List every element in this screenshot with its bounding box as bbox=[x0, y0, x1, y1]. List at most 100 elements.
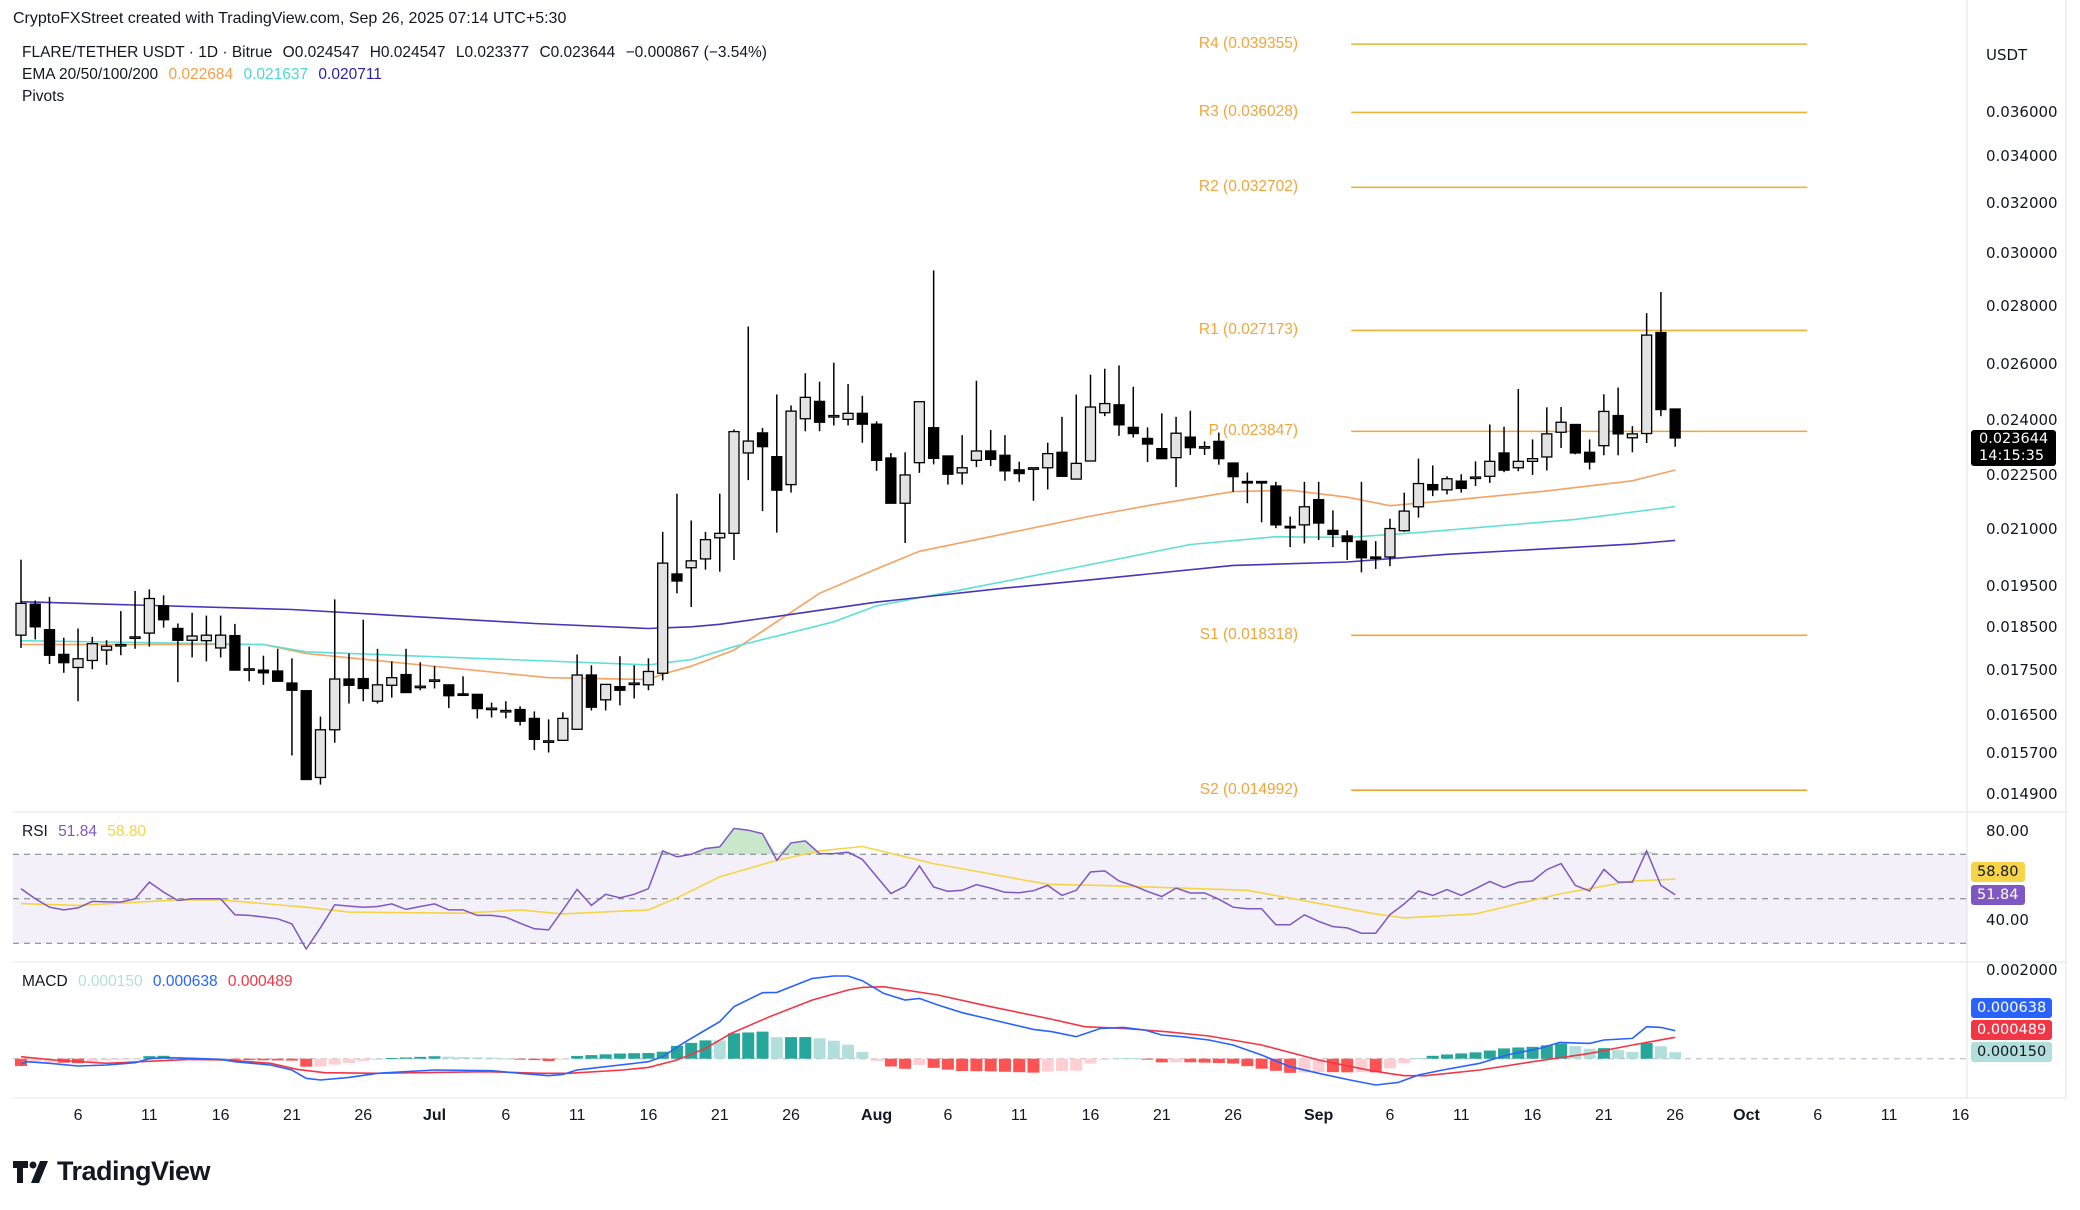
time-tick: Sep bbox=[1303, 1107, 1334, 1124]
candle-body bbox=[1455, 480, 1467, 490]
macd-histogram-bar bbox=[1455, 1053, 1468, 1059]
macd-histogram-bar bbox=[785, 1037, 798, 1059]
candle bbox=[29, 600, 41, 640]
candle bbox=[100, 640, 113, 665]
macd-histogram-bar bbox=[1284, 1058, 1297, 1073]
candle bbox=[1441, 476, 1453, 495]
macd-histogram-bar bbox=[514, 1058, 527, 1060]
candle-body bbox=[1384, 527, 1396, 558]
macd-histogram-bar bbox=[1141, 1058, 1154, 1060]
candle-body bbox=[229, 634, 241, 671]
ema-legend[interactable]: EMA 20/50/100/200 0.022684 0.021637 0.02… bbox=[22, 66, 388, 84]
candle-body bbox=[329, 678, 341, 731]
candle bbox=[129, 590, 141, 649]
candle-body bbox=[1241, 480, 1254, 484]
candle bbox=[1541, 407, 1553, 471]
candle bbox=[699, 531, 712, 570]
macd-histogram-bar bbox=[799, 1037, 812, 1059]
macd-histogram-bar bbox=[842, 1044, 855, 1059]
macd-histogram-bar bbox=[414, 1056, 427, 1059]
candle bbox=[913, 401, 926, 473]
candle bbox=[785, 405, 797, 493]
candle bbox=[1056, 416, 1068, 477]
macd-histogram-bar bbox=[300, 1058, 313, 1067]
pivot-label: P (0.023847) bbox=[1208, 422, 1298, 440]
price-tick: 0.030000 bbox=[1986, 243, 2058, 262]
candle-body bbox=[785, 410, 797, 486]
candle bbox=[942, 455, 954, 485]
macd-histogram-bar bbox=[856, 1052, 869, 1059]
tradingview-logo[interactable]: TradingView bbox=[13, 1156, 211, 1187]
candle bbox=[685, 520, 697, 608]
candle-body bbox=[899, 474, 911, 504]
candle bbox=[1498, 426, 1510, 473]
candle-body bbox=[1042, 452, 1054, 469]
candle bbox=[443, 684, 455, 709]
price-tick: 0.026000 bbox=[1986, 354, 2058, 373]
candle bbox=[1384, 518, 1396, 567]
macd-label: MACD bbox=[22, 973, 68, 990]
macd-histogram-bar bbox=[1184, 1058, 1197, 1063]
candle-body bbox=[1127, 426, 1139, 435]
candle bbox=[86, 636, 98, 670]
candle-body bbox=[628, 682, 640, 686]
macd-histogram-bar bbox=[1098, 1058, 1111, 1060]
last-price-badge: 0.023644 14:15:35 bbox=[1971, 430, 2057, 466]
symbol-name[interactable]: FLARE/TETHER USDT · 1D · Bitrue bbox=[22, 44, 273, 61]
macd-histogram-bar bbox=[1483, 1050, 1496, 1059]
candle-body bbox=[1313, 499, 1325, 524]
ema50-value: 0.021637 bbox=[243, 66, 309, 83]
currency-label[interactable]: USDT bbox=[1986, 46, 2028, 64]
time-tick: 26 bbox=[354, 1107, 373, 1124]
pivot-label: S2 (0.014992) bbox=[1199, 781, 1298, 799]
ema50-line bbox=[20, 505, 1676, 666]
time-tick: 26 bbox=[1224, 1107, 1242, 1124]
candle bbox=[1398, 492, 1410, 532]
rsi-legend[interactable]: RSI 51.84 58.80 bbox=[22, 823, 152, 841]
pivots-legend[interactable]: Pivots bbox=[22, 88, 65, 105]
macd-histogram-bar bbox=[129, 1058, 142, 1060]
rsi-tick-40: 40.00 bbox=[1986, 911, 2029, 929]
time-tick: 6 bbox=[1813, 1107, 1823, 1124]
candle-body bbox=[728, 430, 740, 534]
price-tick: 0.028000 bbox=[1986, 297, 2058, 316]
candle bbox=[72, 628, 84, 702]
candle-body bbox=[828, 414, 840, 418]
time-tick: 21 bbox=[1152, 1107, 1171, 1124]
macd-histogram-bar bbox=[728, 1033, 740, 1059]
macd-histogram-bar bbox=[756, 1031, 769, 1059]
candle-body bbox=[970, 450, 983, 461]
candle-body bbox=[1626, 433, 1639, 439]
macd-histogram-bar bbox=[1127, 1058, 1140, 1060]
ohlc-low: L0.023377 bbox=[455, 44, 530, 61]
candle bbox=[1427, 465, 1439, 497]
time-tick: 21 bbox=[710, 1107, 729, 1124]
candle-body bbox=[1569, 423, 1581, 454]
candle-body bbox=[143, 597, 155, 634]
candle-body bbox=[400, 673, 412, 694]
macd-histogram-bar bbox=[742, 1032, 755, 1059]
time-tick: 16 bbox=[1523, 1107, 1542, 1124]
candle-body bbox=[614, 685, 626, 691]
macd-histogram-bar bbox=[870, 1058, 883, 1061]
ohlc-change: −0.000867 (−3.54%) bbox=[625, 44, 767, 61]
candle bbox=[343, 653, 355, 704]
candle bbox=[885, 452, 897, 504]
macd-histogram-bar bbox=[271, 1058, 284, 1061]
candle bbox=[542, 719, 555, 753]
candle bbox=[1583, 439, 1596, 470]
rsi-badge: 51.84 bbox=[1971, 885, 2025, 905]
macd-histogram-bar bbox=[1398, 1058, 1411, 1064]
candle bbox=[756, 428, 769, 512]
macd-histogram-bar bbox=[628, 1053, 641, 1059]
macd-histogram-bar bbox=[1555, 1043, 1568, 1059]
candle bbox=[414, 662, 426, 691]
candle bbox=[428, 666, 441, 689]
pivot-label: R3 (0.036028) bbox=[1198, 103, 1298, 121]
candle-body bbox=[771, 455, 783, 491]
attribution-text: CryptoFXStreet created with TradingView.… bbox=[13, 10, 567, 27]
symbol-legend: FLARE/TETHER USDT · 1D · Bitrue O0.02454… bbox=[22, 44, 773, 62]
macd-histogram-bar bbox=[1070, 1058, 1083, 1071]
macd-legend[interactable]: MACD 0.000150 0.000638 0.000489 bbox=[22, 973, 299, 991]
